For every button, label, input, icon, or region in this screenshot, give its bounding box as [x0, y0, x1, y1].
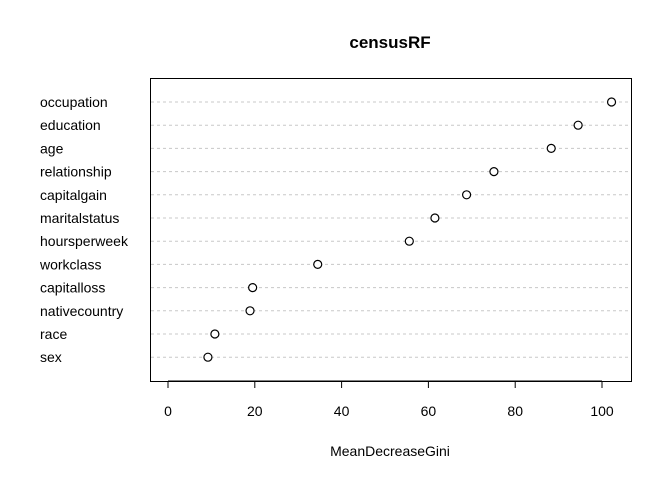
- point-workclass: [313, 259, 323, 269]
- x-tick-label-20: 20: [247, 403, 263, 419]
- category-label-occupation: occupation: [40, 94, 108, 110]
- category-label-hoursperweek: hoursperweek: [40, 233, 129, 249]
- x-tick-label-60: 60: [421, 403, 437, 419]
- point-capitalloss: [248, 283, 258, 293]
- chart-title: censusRF: [349, 33, 430, 52]
- category-label-education: education: [40, 117, 101, 133]
- point-relationship: [489, 167, 499, 177]
- category-label-sex: sex: [40, 349, 62, 365]
- category-labels: occupation education age relationship capita…: [39, 94, 129, 365]
- x-axis-label: MeanDecreaseGini: [330, 443, 450, 459]
- grid-lines: [151, 101, 631, 358]
- point-capitalgain: [461, 190, 472, 200]
- point-race: [210, 329, 220, 339]
- x-tick-label-80: 80: [507, 403, 523, 419]
- category-label-race: race: [40, 326, 67, 342]
- point-age: [546, 143, 556, 153]
- data-points: [203, 97, 617, 362]
- x-tick-label-0: 0: [164, 403, 172, 419]
- point-maritalstatus: [430, 213, 440, 223]
- category-label-capitalgain: capitalgain: [40, 187, 107, 203]
- point-education: [573, 120, 583, 130]
- point-sex: [203, 352, 213, 362]
- point-nativecountry: [245, 306, 255, 316]
- category-label-relationship: relationship: [40, 164, 112, 180]
- category-label-maritalstatus: maritalstatus: [40, 210, 119, 226]
- x-tick-label-100: 100: [590, 403, 614, 419]
- x-axis: 0 20 40 60 80 100: [164, 380, 614, 419]
- point-hoursperweek: [404, 236, 414, 246]
- point-occupation: [606, 97, 617, 107]
- category-label-capitalloss: capitalloss: [40, 280, 105, 296]
- category-label-nativecountry: nativecountry: [40, 303, 123, 319]
- category-label-workclass: workclass: [39, 256, 101, 272]
- category-label-age: age: [40, 140, 64, 156]
- x-tick-label-40: 40: [334, 403, 350, 419]
